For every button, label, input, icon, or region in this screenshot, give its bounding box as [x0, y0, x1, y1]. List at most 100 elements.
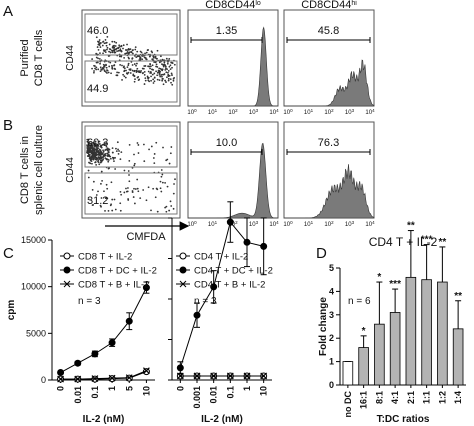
- event-dot: [161, 69, 164, 72]
- event-dot: [153, 162, 156, 164]
- cross-stroke: [260, 372, 268, 380]
- event-dot: [140, 51, 143, 54]
- marker-cross: [176, 372, 184, 380]
- event-dot: [152, 82, 155, 84]
- event-dot: [164, 79, 167, 82]
- tick-base: 10: [365, 110, 372, 116]
- tick-exp: 4: [276, 220, 279, 225]
- legend-marker: [63, 280, 71, 288]
- flow-tick-label: 103: [249, 220, 259, 229]
- event-dot: [144, 77, 147, 80]
- x-tick-label: 2:1: [406, 391, 416, 404]
- event-dot: [130, 50, 133, 53]
- tick-exp: 2: [235, 220, 238, 225]
- event-dot: [107, 167, 110, 170]
- event-dot: [171, 74, 173, 76]
- event-dot: [101, 179, 103, 182]
- event-dot: [164, 181, 166, 184]
- event-dot: [89, 162, 92, 165]
- y-tick-label: 10000: [21, 282, 46, 292]
- event-dot: [94, 153, 97, 156]
- event-dot: [89, 146, 91, 149]
- event-dot: [158, 73, 161, 76]
- event-dot: [151, 51, 154, 54]
- event-dot: [146, 49, 149, 52]
- event-dot: [111, 147, 114, 150]
- event-dot: [95, 52, 98, 55]
- flow-tick-label: 101: [208, 108, 218, 117]
- event-dot: [99, 155, 102, 158]
- event-dot: [94, 140, 97, 143]
- event-dot: [95, 66, 98, 69]
- event-dot: [161, 73, 164, 76]
- event-dot: [111, 49, 113, 52]
- event-dot: [141, 72, 144, 75]
- panel-letter: C: [3, 245, 14, 262]
- event-dot: [105, 145, 108, 148]
- flow-tick-label: 103: [345, 220, 355, 229]
- event-dot: [104, 39, 107, 41]
- event-dot: [95, 36, 98, 39]
- cross-stroke: [243, 372, 251, 380]
- event-dot: [91, 153, 94, 156]
- event-dot: [113, 64, 115, 67]
- tick-base: 10: [269, 110, 276, 116]
- event-dot: [137, 75, 140, 78]
- event-dot: [136, 187, 139, 190]
- event-dot: [98, 140, 101, 143]
- event-dot: [95, 163, 98, 166]
- event-dot: [140, 69, 142, 72]
- event-dot: [108, 43, 111, 46]
- event-dot: [103, 65, 106, 68]
- event-dot: [111, 51, 114, 54]
- marker: [176, 364, 184, 372]
- event-dot: [164, 65, 167, 68]
- event-dot: [170, 146, 173, 148]
- event-dot: [147, 186, 150, 189]
- tick-exp: 0: [194, 220, 197, 225]
- tick-base: 10: [187, 222, 194, 228]
- event-dot: [99, 66, 102, 69]
- event-dot: [134, 188, 137, 190]
- event-dot: [143, 71, 146, 73]
- cross-stroke: [142, 367, 150, 375]
- event-dot: [93, 70, 95, 72]
- event-dot: [157, 71, 160, 73]
- series-line: [60, 370, 147, 380]
- event-dot: [138, 78, 141, 81]
- event-dot: [166, 185, 169, 188]
- event-dot: [127, 187, 129, 189]
- event-dot: [158, 61, 161, 64]
- event-dot: [107, 151, 110, 154]
- event-dot: [115, 47, 118, 50]
- event-dot: [145, 51, 148, 54]
- y-tick-label: 4: [329, 286, 334, 296]
- event-dot: [156, 49, 159, 52]
- event-dot: [122, 44, 125, 47]
- event-dot: [161, 75, 163, 78]
- annotation: n = 6: [348, 296, 371, 307]
- event-dot: [93, 64, 95, 67]
- event-dot: [103, 42, 106, 45]
- column-header: CD8CD44hi: [301, 0, 357, 11]
- event-dot: [104, 157, 107, 160]
- event-dot: [98, 44, 101, 46]
- event-dot: [150, 209, 152, 212]
- event-dot: [152, 55, 155, 58]
- bar: [374, 323, 385, 386]
- y-tick-label: 5000: [26, 328, 46, 338]
- event-dot: [106, 187, 109, 190]
- event-dot: [132, 196, 135, 198]
- event-dot: [111, 40, 114, 43]
- event-dot: [117, 148, 119, 151]
- x-axis-label: CMFDA: [126, 231, 166, 243]
- flow-tick-label: 104: [365, 220, 375, 229]
- event-dot: [138, 55, 141, 58]
- event-dot: [150, 145, 153, 148]
- event-dot: [126, 50, 129, 53]
- event-dot: [159, 180, 162, 183]
- event-dot: [167, 74, 170, 77]
- histogram: [284, 164, 375, 219]
- significance: **: [407, 221, 415, 232]
- event-dot: [104, 51, 107, 54]
